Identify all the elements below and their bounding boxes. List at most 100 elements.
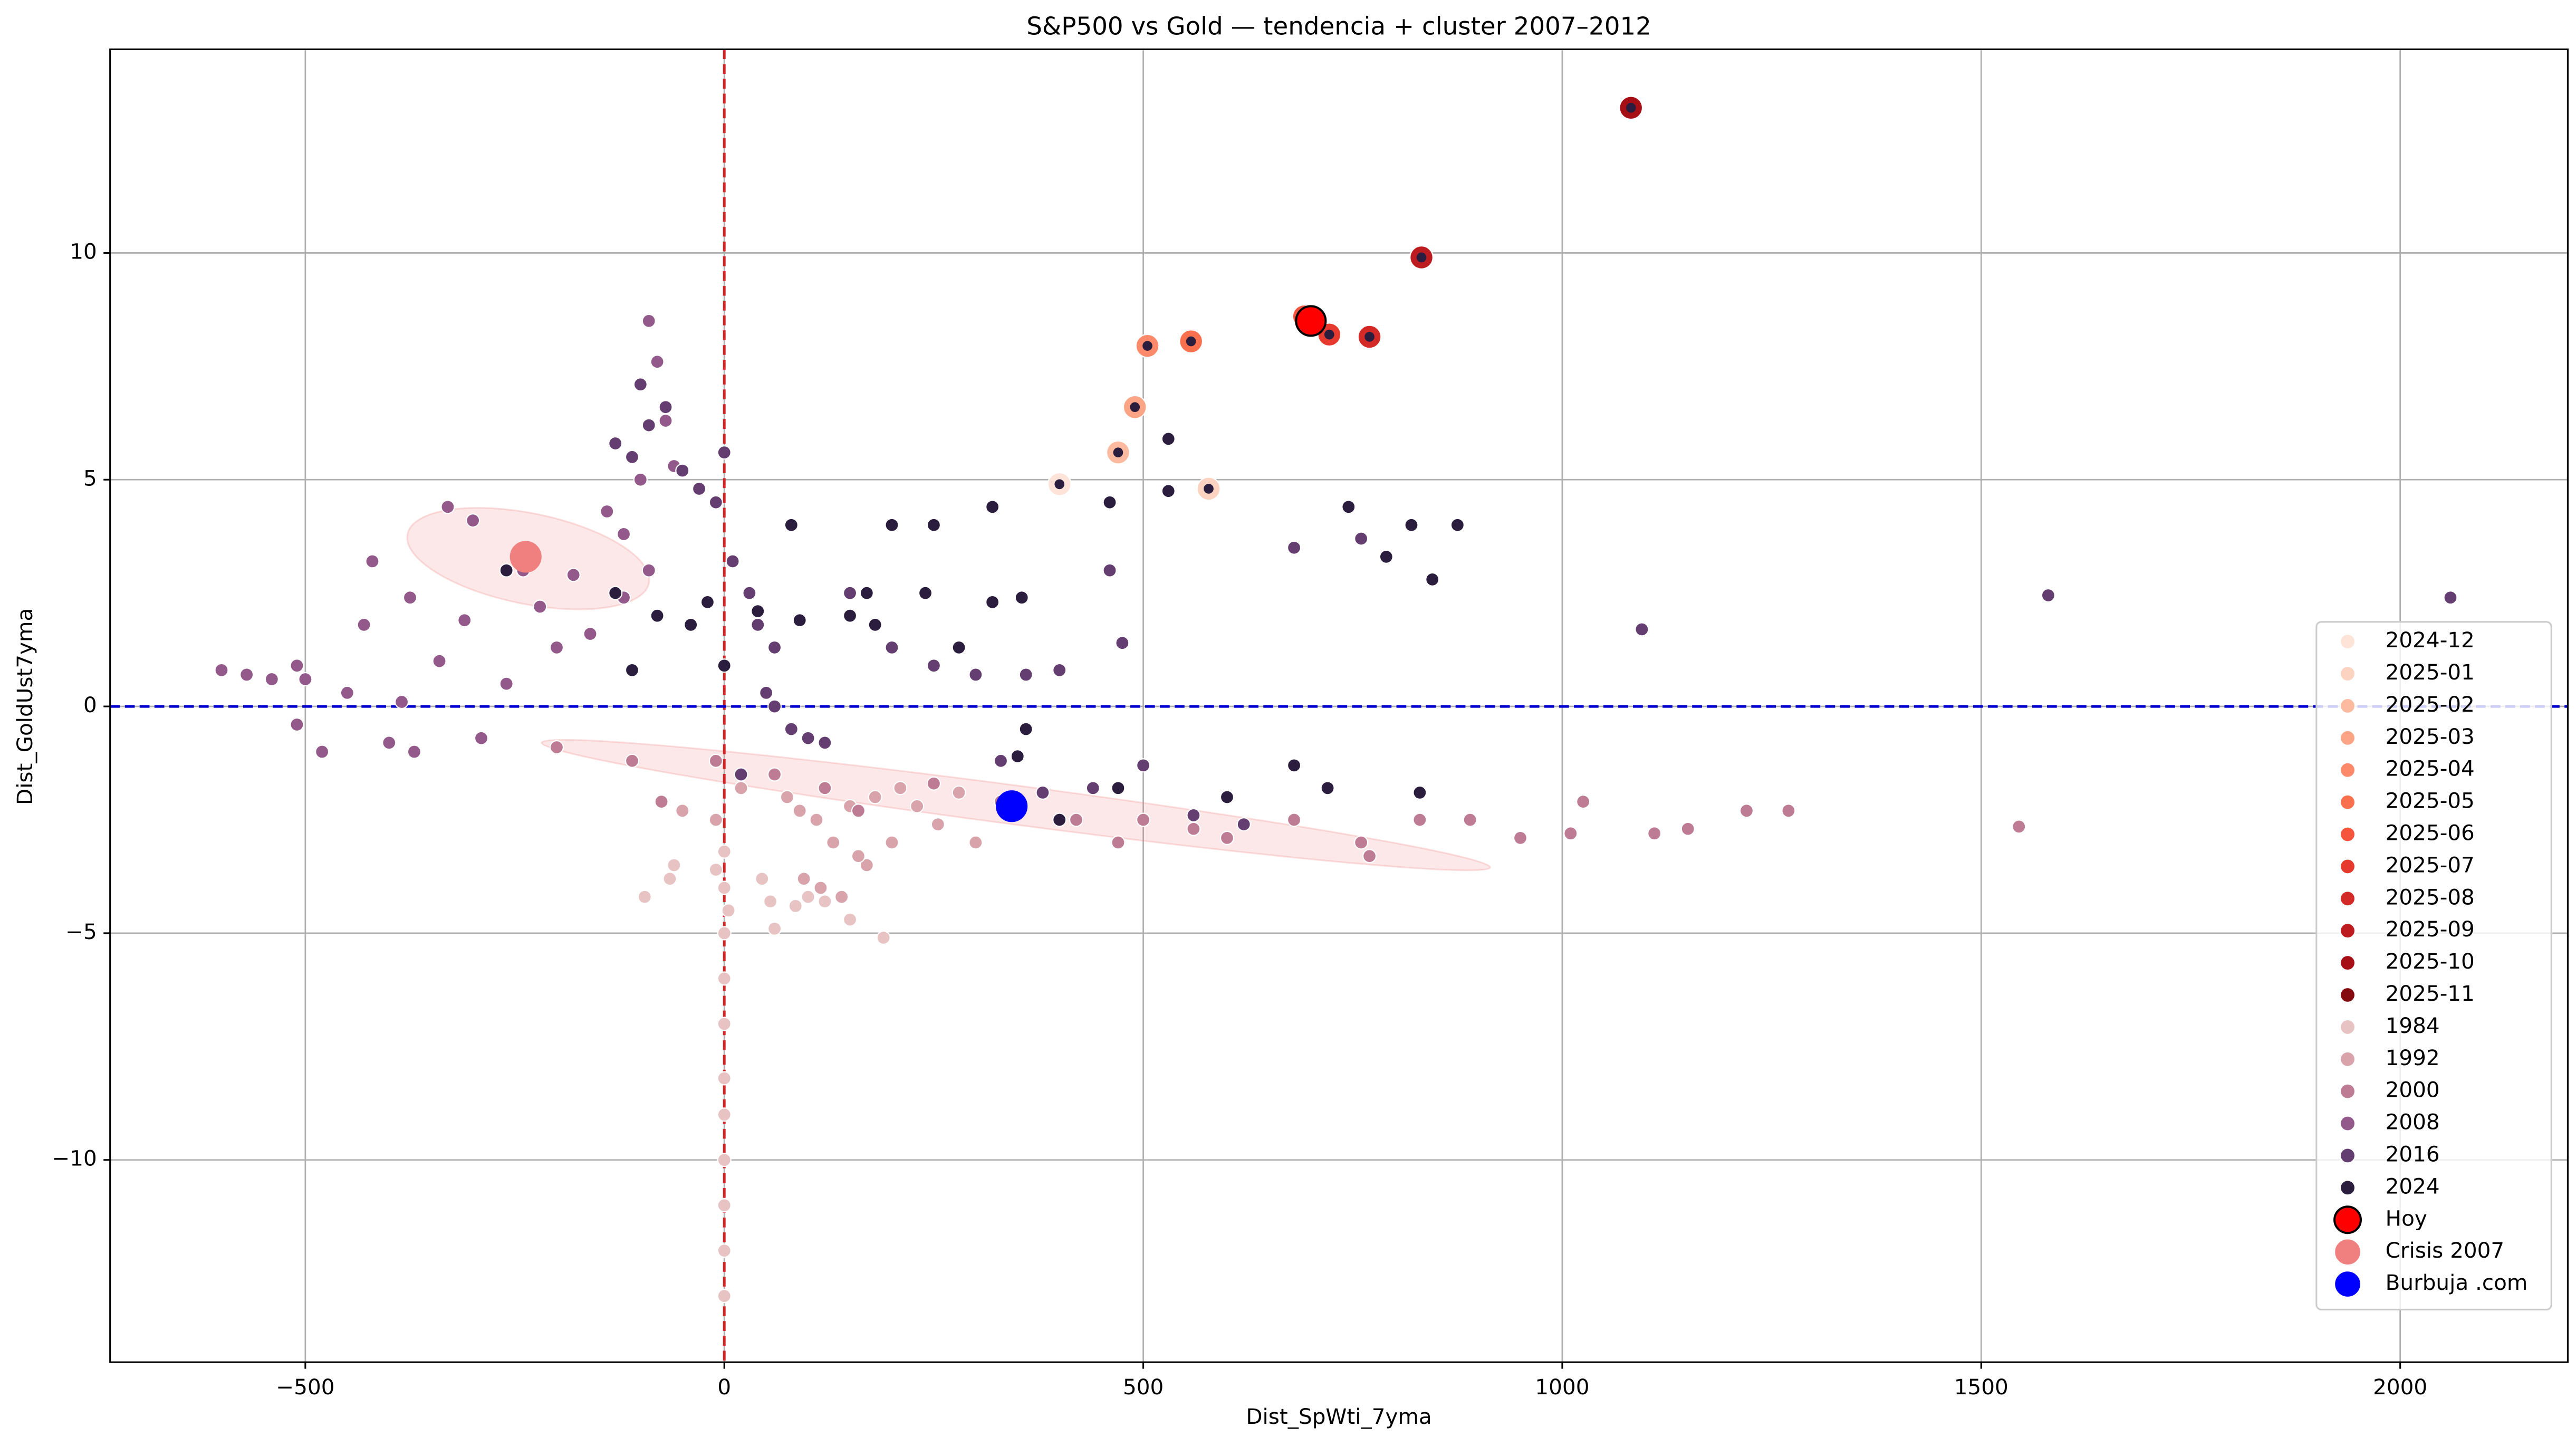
scatter-point (1102, 563, 1117, 578)
scatter-point (1412, 785, 1427, 800)
recent-month-center (1113, 447, 1123, 458)
scatter-point (608, 586, 623, 600)
scatter-point (1014, 590, 1029, 605)
recent-month-center (1324, 329, 1334, 340)
scatter-point (214, 663, 229, 677)
scatter-point (926, 518, 941, 532)
scatter-point (654, 794, 669, 809)
scatter-point (792, 613, 807, 628)
scatter-point (600, 504, 614, 519)
legend-label: 2025-06 (2386, 820, 2475, 846)
legend-box (2315, 621, 2552, 1311)
legend-label: 2008 (2386, 1109, 2440, 1135)
legend-label: 2025-05 (2386, 788, 2475, 813)
legend-marker (2339, 794, 2356, 810)
legend-label: 2025-03 (2386, 724, 2475, 749)
scatter-point (290, 658, 304, 673)
scatter-point (583, 626, 598, 641)
scatter-point (868, 790, 882, 805)
recent-month-center (1364, 332, 1374, 342)
scatter-point (780, 790, 794, 805)
scatter-point (717, 1153, 732, 1167)
scatter-point (885, 640, 899, 655)
scatter-point (340, 685, 354, 700)
scatter-point (968, 667, 983, 682)
legend-label: 2025-02 (2386, 692, 2475, 717)
scatter-point (315, 744, 330, 759)
scatter-point (407, 744, 421, 759)
scatter-point (641, 313, 656, 328)
scatter-point (1018, 722, 1033, 736)
scatter-point (725, 554, 740, 569)
plot-frame (109, 48, 2569, 1363)
highlight-marker (996, 790, 1028, 822)
scatter-point (2443, 590, 2458, 605)
scatter-point (926, 776, 941, 791)
scatter-point (637, 889, 652, 904)
scatter-point (1186, 821, 1201, 836)
scatter-point (1647, 826, 1662, 841)
legend-marker (2339, 826, 2356, 842)
legend-marker (2339, 665, 2356, 682)
scatter-point (784, 722, 799, 736)
legend-marker (2339, 890, 2356, 907)
legend-label: 2025-01 (2386, 659, 2475, 685)
x-axis-label: Dist_SpWti_7yma (1246, 1404, 1431, 1429)
scatter-point (717, 880, 732, 895)
scatter-point (650, 355, 665, 369)
scatter-point (1085, 781, 1100, 796)
scatter-point (1069, 812, 1084, 827)
scatter-point (708, 812, 723, 827)
legend-marker (2339, 954, 2356, 971)
recent-month-center (1416, 252, 1427, 263)
scatter-point (1035, 785, 1050, 800)
legend-marker (2339, 1051, 2356, 1067)
scatter-point (930, 817, 945, 832)
legend-label: 2025-11 (2386, 981, 2475, 1006)
scatter-point (1379, 549, 1393, 564)
legend-marker (2339, 762, 2356, 778)
scatter-point (1219, 830, 1235, 845)
scatter-point (357, 617, 371, 632)
scatter-point (617, 526, 631, 541)
scatter-point (918, 586, 933, 600)
scatter-point (1563, 826, 1578, 841)
scatter-point (759, 685, 774, 700)
legend-label: 2000 (2386, 1077, 2440, 1103)
scatter-point (298, 672, 313, 687)
scatter-point (968, 835, 983, 850)
scatter-point (474, 731, 489, 745)
y-axis-label: Dist_GoldUst7yma (12, 608, 37, 805)
y-tick-label: −5 (65, 919, 97, 944)
scatter-point (721, 903, 736, 918)
scatter-point (641, 563, 656, 578)
scatter-point (767, 767, 782, 782)
scatter-point (826, 835, 841, 850)
highlight-marker (1295, 305, 1327, 337)
scatter-point (1425, 572, 1440, 587)
legend-marker (2339, 987, 2356, 1003)
scatter-point (1781, 803, 1796, 818)
legend: 2024-12 2025-01 2025-02 2025-03 2025-04 2025-… (2315, 621, 2552, 1311)
scatter-point (1111, 835, 1126, 850)
scatter-point (658, 400, 673, 415)
scatter-point (834, 889, 849, 904)
scatter-point (910, 799, 925, 813)
scatter-point (717, 1017, 732, 1031)
recent-month-center (1186, 336, 1196, 347)
scatter-point (885, 518, 899, 532)
scatter-point (1136, 812, 1151, 827)
scatter-point (717, 1071, 732, 1086)
scatter-point (1111, 781, 1126, 796)
scatter-point (1635, 622, 1649, 637)
recent-month-center (1054, 479, 1065, 490)
scatter-point (549, 740, 564, 755)
scatter-point (708, 863, 723, 877)
scatter-point (1739, 803, 1754, 818)
scatter-point (1287, 540, 1302, 555)
x-tick-label: 2000 (2373, 1374, 2427, 1400)
legend-label: 2016 (2386, 1141, 2440, 1166)
scatter-point (1052, 812, 1067, 827)
scatter-point (1450, 518, 1465, 532)
